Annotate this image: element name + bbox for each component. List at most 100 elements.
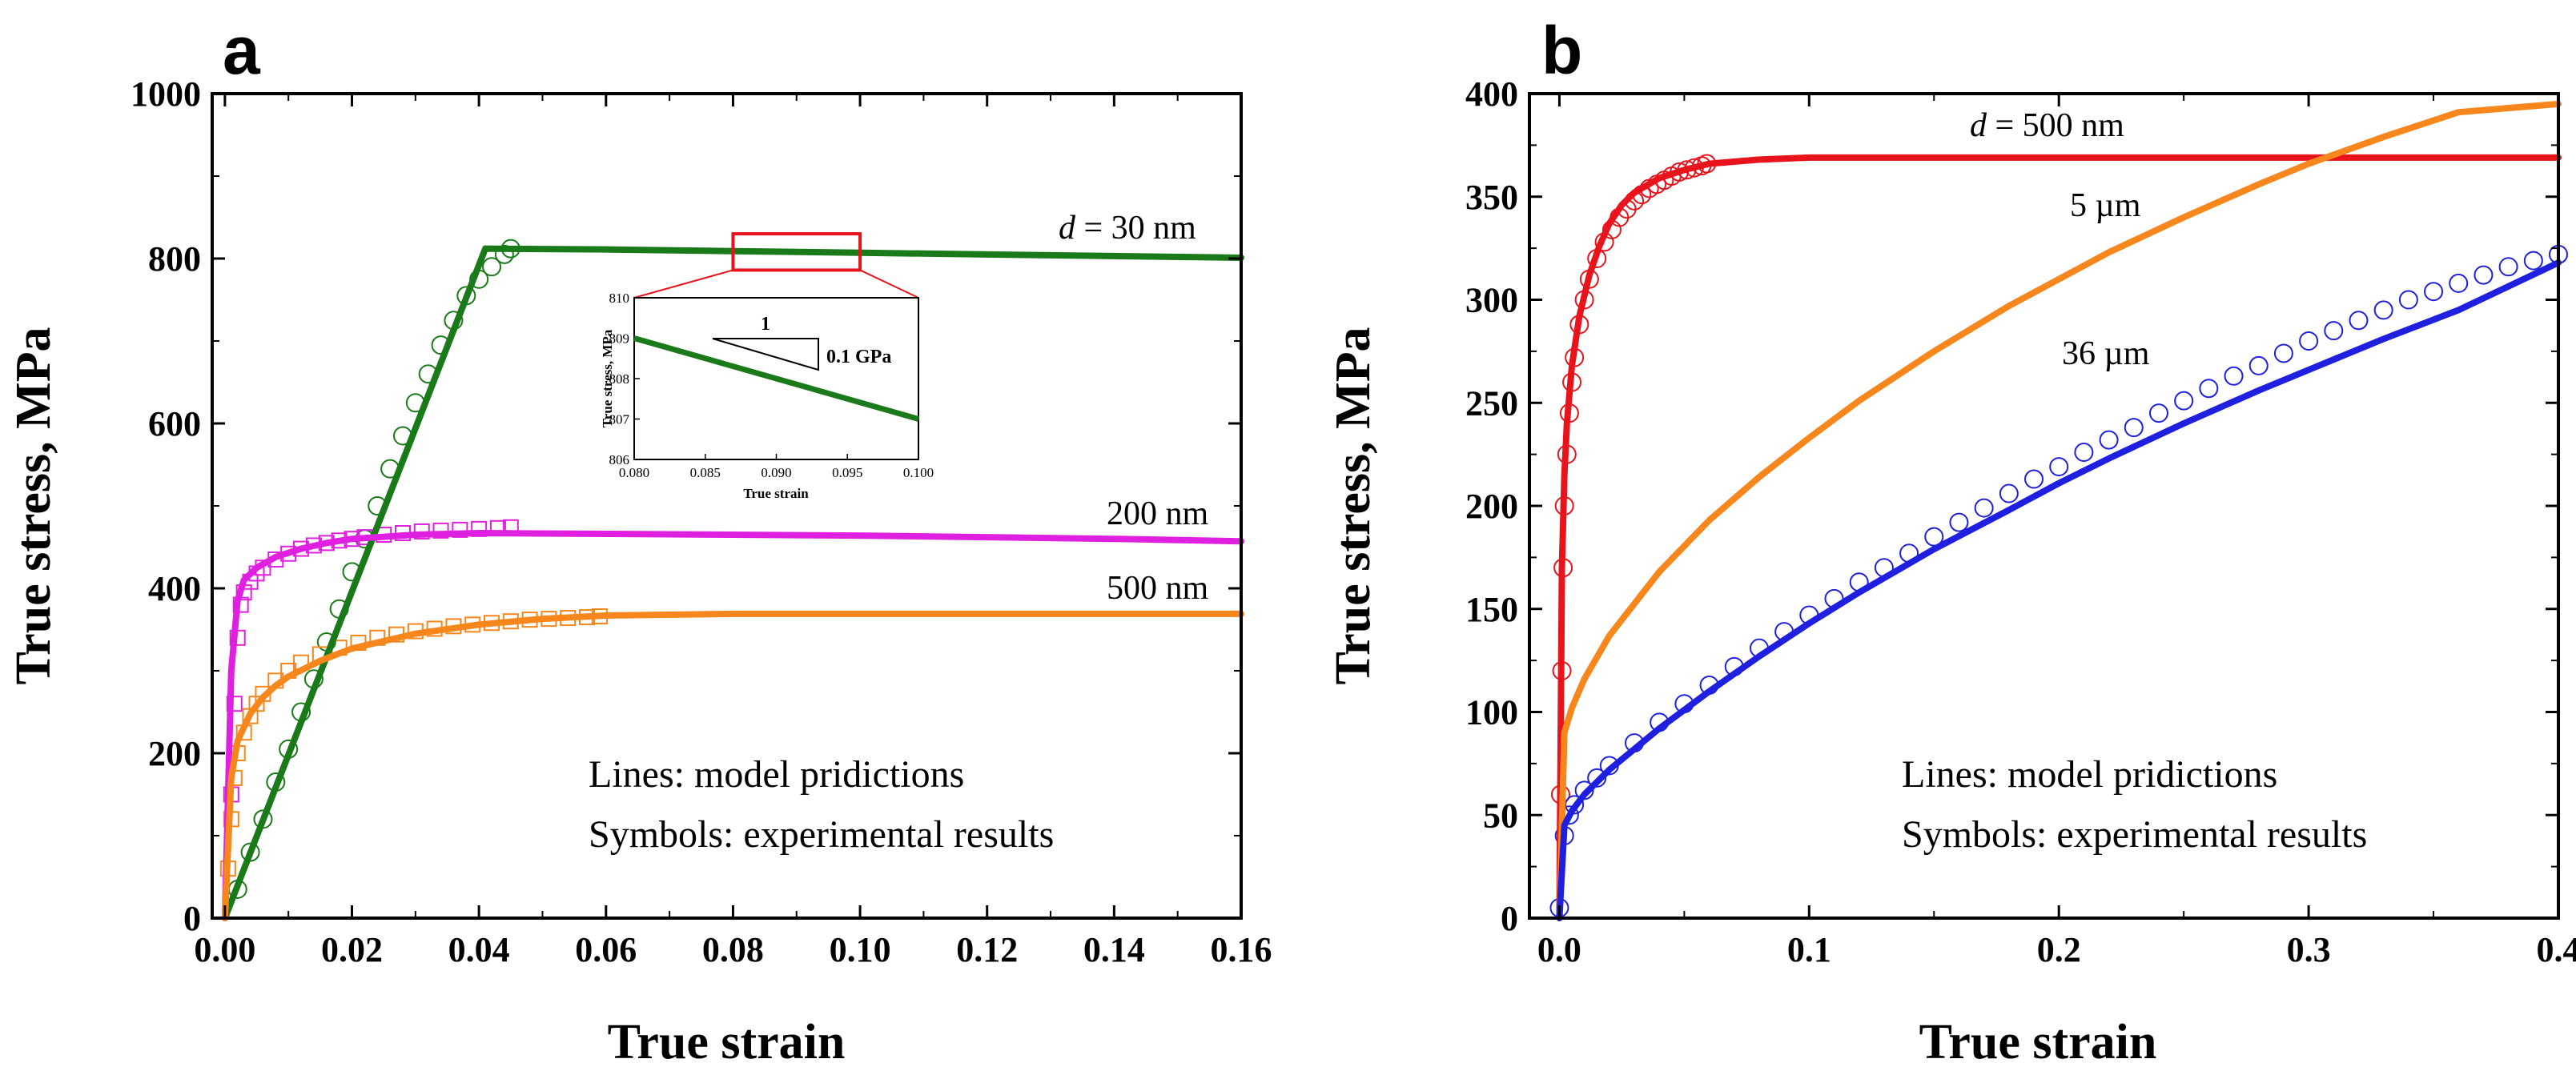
inset-x-tick-label: 0.080 <box>619 465 649 480</box>
panel-a-y-tick-label: 200 <box>148 734 201 773</box>
inset-y-tick-label: 807 <box>609 412 630 427</box>
panel-b-series-label-500nm: d = 500 nm <box>1970 107 2124 144</box>
panel-a-x-tick-label: 0.06 <box>575 930 637 969</box>
inset-x-tick-label: 0.085 <box>690 465 721 480</box>
label-rest: = 30 nm <box>1075 210 1196 247</box>
panel-b-chart: b 0.0 0.1 0.2 0.3 0.4 0 50 100 150 200 250 300 350 40… <box>1326 13 2576 1069</box>
panel-b-x-tick-label: 0.2 <box>2037 930 2081 969</box>
inset-slope-run: 1 <box>761 314 770 335</box>
panel-b-experiment-point <box>2349 311 2369 331</box>
panel-b-series-label-5um: 5 µm <box>2070 187 2141 224</box>
panel-b-experiment-point <box>1999 483 2019 503</box>
panel-a-model-line-1 <box>221 529 1244 921</box>
panel-a-model-line-0 <box>221 245 1244 921</box>
panel-b-experiment-point <box>2398 290 2418 310</box>
panel-b-experiment-point <box>2449 273 2469 293</box>
inset-y-tick-label: 810 <box>609 291 630 306</box>
panel-a-experiment-point <box>452 521 468 538</box>
panel-b-experiment-point <box>2474 265 2494 285</box>
panel-b-y-axis-label: True stress, MPa <box>1326 327 1380 684</box>
panel-b-experiment-point <box>2299 331 2319 351</box>
panel-b-experiment-point <box>1949 512 1969 532</box>
panel-b-experiment-point <box>2224 366 2244 386</box>
panel-b-experiment-point <box>2099 430 2119 450</box>
panel-b-experiment-point <box>2424 282 2444 302</box>
panel-b-x-tick-label: 0.3 <box>2287 930 2331 969</box>
zoom-connector-left <box>633 269 733 299</box>
panel-b-letter: b <box>1541 13 1582 88</box>
panel-b-experiment-point <box>2124 418 2144 438</box>
panel-b-experiment-point <box>2523 251 2543 271</box>
panel-b-experiment-point <box>2148 403 2168 423</box>
panel-b-model-line-2 <box>1556 259 2562 921</box>
panel-b-experiment-point <box>1974 498 1994 518</box>
panel-a-x-tick-label: 0.00 <box>194 930 255 969</box>
panel-b-series-label-36um: 36 µm <box>2062 335 2150 372</box>
panel-a-letter: a <box>223 13 261 88</box>
zoom-box <box>731 232 862 272</box>
inset-x-tick-label: 0.100 <box>903 465 934 480</box>
panel-b-note-lines: Lines: model pridictions <box>1902 753 2277 796</box>
zoom-connector-right <box>859 269 919 299</box>
panel-a-experiment-point <box>432 522 449 539</box>
panel-b-experiment-point <box>2273 343 2293 363</box>
inset-slope-rise: 0.1 GPa <box>826 347 891 367</box>
panel-b-experiment-point <box>1587 768 1607 788</box>
panel-a-model-line-2 <box>221 610 1244 921</box>
panel-a-inset: 0.080 0.085 0.090 0.095 0.100 806 807 808 809 810… <box>600 232 934 501</box>
panel-b-experiment-point <box>2074 443 2094 463</box>
panel-b-model-line-0 <box>1556 154 2562 921</box>
panel-a-y-tick-label: 800 <box>148 239 201 279</box>
inset-model-line <box>633 335 919 422</box>
panel-b-experiment-point <box>2024 469 2044 489</box>
inset-y-axis-label: True stress, MPa <box>600 329 615 427</box>
panel-b-y-tick-label: 50 <box>1483 796 1518 835</box>
panel-b-experiment-point <box>2199 379 2219 399</box>
label-italic-d: d <box>1059 210 1076 247</box>
panel-b-experiment-point <box>2049 457 2069 477</box>
panel-a-y-tick-label: 1000 <box>131 74 201 114</box>
inset-y-tick-label: 806 <box>609 452 630 467</box>
panel-b-x-tick-label: 0.4 <box>2537 930 2576 969</box>
panel-b-experiment-point <box>2248 355 2269 375</box>
panel-b-y-tick-label: 300 <box>1465 281 1518 320</box>
panel-a-series-label-200nm: 200 nm <box>1107 495 1209 532</box>
panel-a-x-axis-label: True strain <box>608 1015 846 1069</box>
panel-b-note-symbols: Symbols: experimental results <box>1902 813 2367 856</box>
inset-y-tick-label: 809 <box>609 331 630 347</box>
panel-b-experiment-point <box>2498 257 2518 277</box>
panel-b-experiment-point <box>2174 391 2194 411</box>
panel-a-y-tick-label: 0 <box>183 899 201 938</box>
panel-b-y-tick-label: 400 <box>1465 74 1518 114</box>
inset-x-axis-label: True strain <box>743 486 809 501</box>
panel-b-experiment-point <box>2324 321 2344 341</box>
panel-a-note-lines: Lines: model pridictions <box>589 753 964 796</box>
panel-b-x-tick-label: 0.1 <box>1787 930 1831 969</box>
panel-b-experiment-point <box>2373 300 2393 320</box>
panel-a-note-symbols: Symbols: experimental results <box>589 813 1054 856</box>
panel-a-series-label-500nm: 500 nm <box>1107 570 1209 607</box>
panel-b-y-tick-label: 350 <box>1465 178 1518 217</box>
panel-b-y-tick-label: 0 <box>1501 899 1518 938</box>
panel-b-y-tick-label: 150 <box>1465 590 1518 629</box>
panel-b-y-tick-label: 100 <box>1465 693 1518 732</box>
panel-a-y-tick-label: 600 <box>148 404 201 443</box>
panel-a-x-tick-label: 0.10 <box>830 930 891 969</box>
panel-a-chart: a 0.00 0.02 0.04 0.06 0.08 0.10 0.12 0.14 0.16 0 2… <box>6 13 1272 1069</box>
panel-b-x-tick-label: 0.0 <box>1537 930 1581 969</box>
panel-a-experiment-point <box>482 257 502 277</box>
panel-b-model-line-1 <box>1556 100 2562 921</box>
label-rest: = 500 nm <box>1987 107 2124 144</box>
panel-b-x-axis-label: True strain <box>1919 1015 2157 1069</box>
panel-a-x-tick-label: 0.08 <box>702 930 764 969</box>
inset-y-tick-label: 808 <box>609 371 630 387</box>
panel-a-experiment-point <box>248 696 265 712</box>
panel-b-y-tick-label: 200 <box>1465 487 1518 526</box>
panel-a-experiment-2 <box>219 608 608 877</box>
panel-a-x-tick-label: 0.16 <box>1211 930 1272 969</box>
inset-x-tick-label: 0.090 <box>761 465 791 480</box>
panel-b-y-tick-label: 250 <box>1465 383 1518 423</box>
panel-a-x-tick-label: 0.02 <box>321 930 383 969</box>
panel-a-series-label-30nm: d = 30 nm <box>1059 210 1196 247</box>
